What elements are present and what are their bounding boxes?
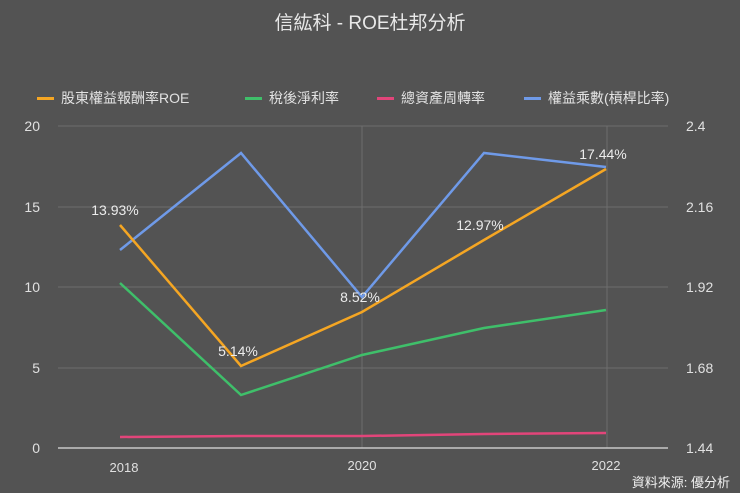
legend-item-roe[interactable]: 股東權益報酬率ROE xyxy=(37,88,189,108)
right-tick: 1.68 xyxy=(686,360,713,376)
data-label-roe-2020: 8.52% xyxy=(340,289,380,305)
left-tick: 0 xyxy=(32,440,40,456)
x-tick: 2018 xyxy=(110,460,139,475)
series-asset-turnover-line[interactable] xyxy=(119,431,607,439)
gridlines xyxy=(58,125,668,448)
series-net-margin-line[interactable] xyxy=(119,282,607,397)
x-axis: 2018 2020 2022 xyxy=(110,458,621,475)
legend-label: 總資產周轉率 xyxy=(401,90,485,106)
legend-line-icon xyxy=(37,96,54,100)
data-label-roe-2018: 13.93% xyxy=(91,202,138,218)
right-tick: 2.16 xyxy=(686,199,713,215)
right-axis: 1.44 1.68 1.92 2.16 2.4 xyxy=(686,118,713,456)
data-labels: 13.93% 5.14% 8.52% 12.97% 17.44% xyxy=(91,146,626,359)
legend-label: 權益乘數(槓桿比率) xyxy=(548,90,670,106)
left-tick: 20 xyxy=(24,118,40,134)
chart-title: 信紘科 - ROE杜邦分析 xyxy=(274,13,466,34)
chart-legend: 股東權益報酬率ROE 稅後淨利率 總資產周轉率 權益乘數(槓桿比率) xyxy=(0,88,740,108)
legend-label: 股東權益報酬率ROE xyxy=(61,90,190,106)
data-label-roe-2022: 17.44% xyxy=(579,146,626,162)
right-tick: 1.44 xyxy=(686,440,713,456)
right-tick: 2.4 xyxy=(686,118,706,134)
legend-item-asset-turnover[interactable]: 總資產周轉率 xyxy=(377,88,485,108)
legend-item-net-margin[interactable]: 稅後淨利率 xyxy=(245,88,339,108)
data-label-roe-2021: 12.97% xyxy=(456,217,503,233)
series-equity-multiplier-line[interactable] xyxy=(119,151,607,299)
left-tick: 10 xyxy=(24,279,40,295)
right-tick: 1.92 xyxy=(686,279,713,295)
legend-line-icon xyxy=(524,96,541,100)
data-label-roe-2019: 5.14% xyxy=(218,343,258,359)
legend-item-equity-multiplier[interactable]: 權益乘數(槓桿比率) xyxy=(524,88,669,108)
legend-line-icon xyxy=(245,96,262,100)
left-axis: 0 5 10 15 20 xyxy=(24,118,40,456)
x-tick: 2022 xyxy=(592,458,621,473)
legend-label: 稅後淨利率 xyxy=(269,90,339,106)
x-tick: 2020 xyxy=(348,458,377,473)
left-tick: 5 xyxy=(32,360,40,376)
left-tick: 15 xyxy=(24,199,40,215)
legend-line-icon xyxy=(377,96,394,100)
source-note: 資料來源: 優分析 xyxy=(631,475,730,490)
series-roe-line[interactable] xyxy=(119,167,607,368)
